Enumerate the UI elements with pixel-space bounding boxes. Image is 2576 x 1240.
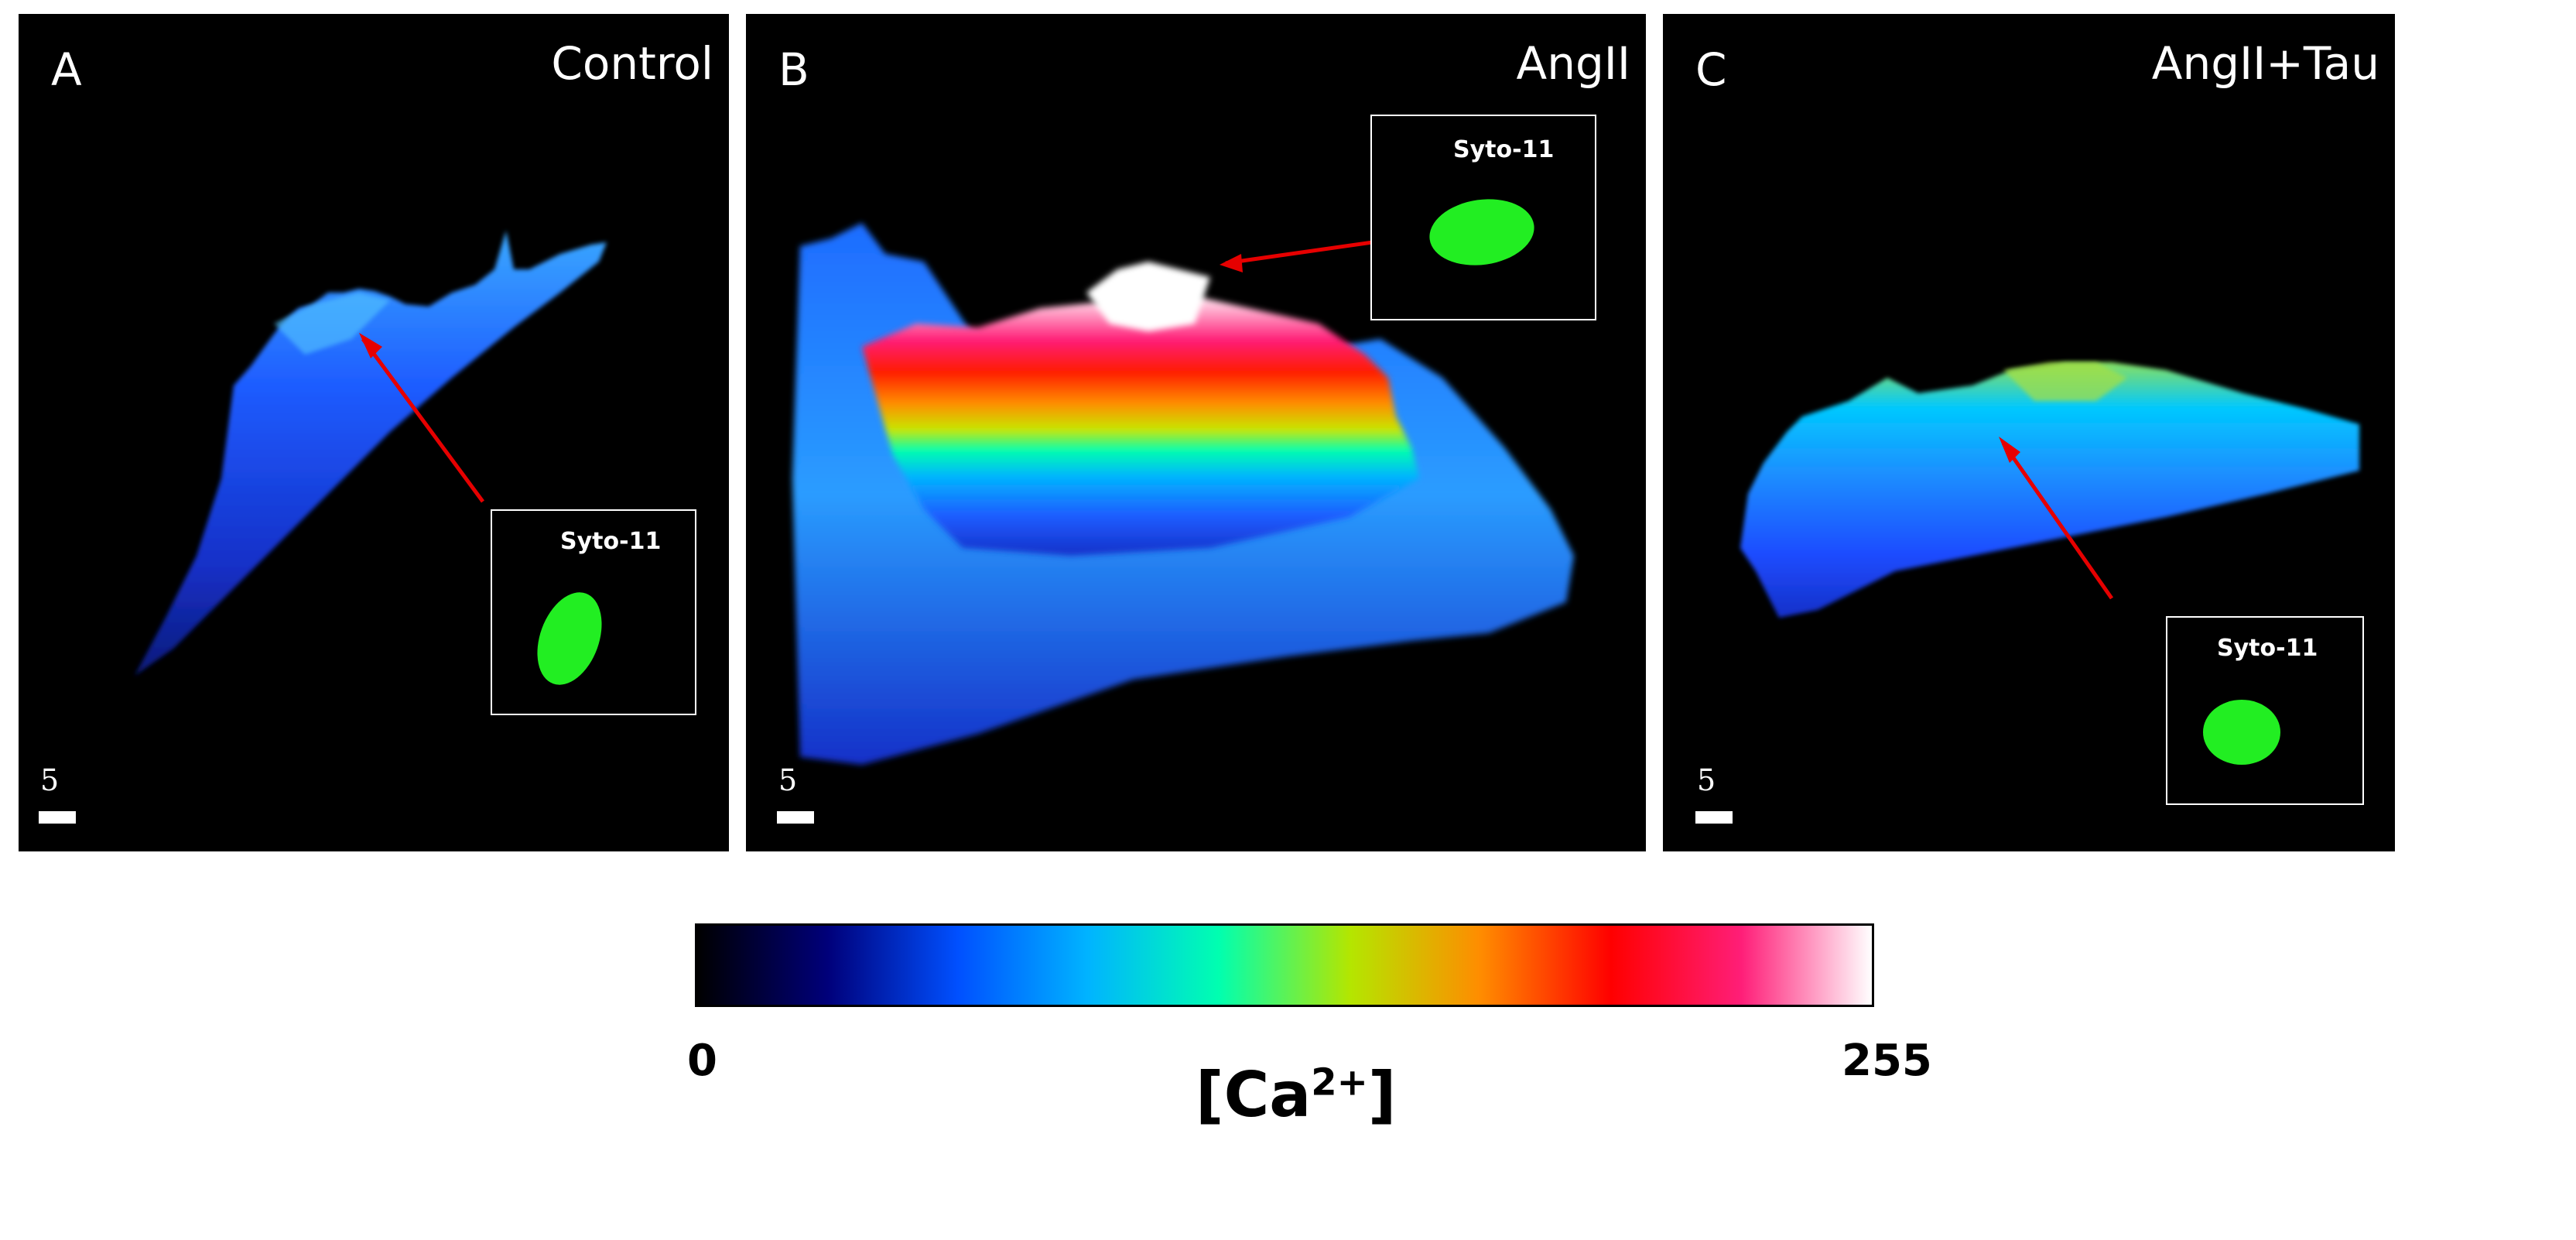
panel-a-surface-plot xyxy=(135,231,607,676)
panel-a-scale-bar xyxy=(39,811,76,824)
panel-a-nucleus xyxy=(537,592,602,685)
panel-c-title: AngII+Tau xyxy=(2151,37,2379,90)
panel-c-arrow xyxy=(2001,442,2114,600)
panel-a-arrowhead xyxy=(359,333,382,358)
panel-c-scale-label: 5 xyxy=(1697,763,1716,797)
colorbar-min-label: 0 xyxy=(687,1036,717,1086)
panel-b-scale-bar xyxy=(777,811,814,824)
panel-b-title: AngII xyxy=(1516,37,1630,90)
panel-b-cell-peak xyxy=(862,293,1419,556)
panel-a-inset: Syto-11 xyxy=(491,509,696,715)
panel-a-inset-label: Syto-11 xyxy=(560,528,662,555)
panel-b-angii: B AngII Syto-11 5 xyxy=(746,14,1646,851)
panel-a-highlight xyxy=(274,293,390,355)
panel-c-angii-tau: C AngII+Tau Syto-11 5 xyxy=(1663,14,2395,851)
panel-b-arrowhead xyxy=(1220,254,1243,272)
panel-a-title: Control xyxy=(551,37,713,90)
panel-c-highlight xyxy=(2003,362,2127,401)
colorbar-title-sup: 2+ xyxy=(1311,1060,1368,1105)
panel-a-control: A Control Syto-11 5 xyxy=(19,14,729,851)
panel-c-inset-label: Syto-11 xyxy=(2217,635,2318,662)
colorbar-max-label: 255 xyxy=(1842,1036,1932,1086)
calcium-colorbar xyxy=(695,923,1874,1007)
panel-a-scale-label: 5 xyxy=(40,763,60,797)
panel-b-white-top xyxy=(1086,262,1210,331)
colorbar-title-main: [Ca xyxy=(1196,1059,1312,1131)
panel-c-inset: Syto-11 xyxy=(2166,616,2364,805)
colorbar-title-end: ] xyxy=(1367,1059,1397,1131)
panel-b-nucleus xyxy=(1429,199,1534,265)
panel-b-surface-plot xyxy=(792,223,1574,765)
panel-b-letter: B xyxy=(778,43,809,96)
panel-a-letter: A xyxy=(51,43,82,96)
panel-c-scale-bar xyxy=(1695,811,1733,824)
panel-b-inset: Syto-11 xyxy=(1370,115,1596,320)
panel-b-scale-label: 5 xyxy=(778,763,798,797)
panel-c-nucleus xyxy=(2203,700,2280,765)
colorbar-title: [Ca2+] xyxy=(1196,1059,1396,1131)
panel-a-cell-surface xyxy=(135,231,607,676)
panel-a-arrow xyxy=(361,337,485,503)
panel-b-inset-label: Syto-11 xyxy=(1453,136,1555,163)
panel-c-letter: C xyxy=(1695,43,1727,96)
panel-c-surface-plot xyxy=(1740,362,2359,618)
panel-c-arrowhead xyxy=(1999,437,2020,463)
panel-c-cell-surface xyxy=(1740,362,2359,618)
